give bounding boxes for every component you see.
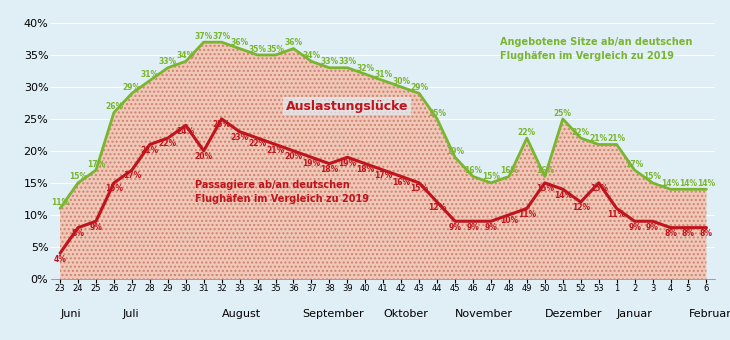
Text: 16%: 16% — [500, 166, 518, 175]
Text: 26%: 26% — [105, 102, 123, 111]
Text: 21%: 21% — [141, 146, 159, 155]
Text: 32%: 32% — [356, 64, 374, 73]
Text: 25%: 25% — [212, 120, 231, 129]
Text: 36%: 36% — [285, 38, 302, 47]
Text: 8%: 8% — [72, 229, 85, 238]
Text: Angebotene Sitze ab/an deutschen
Flughäfen im Vergleich zu 2019: Angebotene Sitze ab/an deutschen Flughäf… — [500, 37, 692, 61]
Text: 8%: 8% — [682, 229, 695, 238]
Text: 31%: 31% — [374, 70, 392, 79]
Text: 25%: 25% — [554, 108, 572, 118]
Text: 8%: 8% — [664, 229, 677, 238]
Text: 9%: 9% — [646, 223, 659, 232]
Text: 24%: 24% — [177, 127, 195, 136]
Text: 9%: 9% — [90, 223, 102, 232]
Text: 22%: 22% — [158, 139, 177, 149]
Text: Dezember: Dezember — [545, 309, 602, 319]
Text: 17%: 17% — [626, 160, 644, 169]
Text: 11%: 11% — [51, 198, 69, 207]
Text: 14%: 14% — [554, 191, 572, 200]
Text: 12%: 12% — [428, 203, 446, 212]
Text: 18%: 18% — [320, 165, 339, 174]
Text: 15%: 15% — [410, 184, 429, 193]
Text: 20%: 20% — [285, 152, 302, 161]
Text: 29%: 29% — [410, 83, 429, 92]
Text: 9%: 9% — [485, 223, 497, 232]
Text: Februar: Februar — [688, 309, 730, 319]
Text: 10%: 10% — [500, 216, 518, 225]
Text: 22%: 22% — [572, 128, 590, 137]
Text: 12%: 12% — [572, 203, 590, 212]
Text: 14%: 14% — [697, 179, 715, 188]
Text: 30%: 30% — [392, 76, 410, 86]
Text: 15%: 15% — [590, 184, 607, 193]
Text: 37%: 37% — [212, 32, 231, 41]
Text: 21%: 21% — [607, 134, 626, 143]
Text: 22%: 22% — [248, 139, 266, 149]
Text: 22%: 22% — [518, 128, 536, 137]
Text: September: September — [302, 309, 364, 319]
Text: 15%: 15% — [105, 184, 123, 193]
Text: 23%: 23% — [231, 133, 249, 142]
Text: 14%: 14% — [680, 179, 698, 188]
Text: 33%: 33% — [320, 57, 339, 66]
Text: 34%: 34% — [177, 51, 195, 60]
Text: 31%: 31% — [141, 70, 159, 79]
Text: 16%: 16% — [536, 166, 554, 175]
Text: Januar: Januar — [617, 309, 653, 319]
Text: Passagiere ab/an deutschen
Flughäfen im Vergleich zu 2019: Passagiere ab/an deutschen Flughäfen im … — [195, 181, 369, 204]
Text: 4%: 4% — [53, 255, 66, 264]
Text: August: August — [222, 309, 261, 319]
Text: Auslastungslücke: Auslastungslücke — [286, 100, 409, 113]
Text: 36%: 36% — [231, 38, 249, 47]
Text: 34%: 34% — [302, 51, 320, 60]
Text: 33%: 33% — [158, 57, 177, 66]
Text: 35%: 35% — [249, 45, 266, 54]
Text: 9%: 9% — [466, 223, 480, 232]
Text: Juni: Juni — [60, 309, 81, 319]
Text: 17%: 17% — [374, 171, 393, 181]
Text: 16%: 16% — [392, 178, 410, 187]
Text: Juli: Juli — [123, 309, 139, 319]
Text: 19%: 19% — [338, 159, 356, 168]
Text: 14%: 14% — [661, 179, 680, 188]
Text: 17%: 17% — [123, 171, 141, 181]
Text: 17%: 17% — [87, 160, 105, 169]
Text: 20%: 20% — [195, 152, 212, 161]
Text: 19%: 19% — [302, 159, 320, 168]
Text: 25%: 25% — [428, 108, 446, 118]
Text: 18%: 18% — [356, 165, 374, 174]
Text: Oktober: Oktober — [383, 309, 428, 319]
Text: 15%: 15% — [482, 172, 500, 182]
Text: 19%: 19% — [446, 147, 464, 156]
Text: 15%: 15% — [644, 172, 661, 182]
Text: 21%: 21% — [590, 134, 608, 143]
Text: 9%: 9% — [629, 223, 641, 232]
Text: 21%: 21% — [266, 146, 285, 155]
Text: 11%: 11% — [607, 210, 626, 219]
Text: 37%: 37% — [195, 32, 213, 41]
Text: 9%: 9% — [449, 223, 461, 232]
Text: 33%: 33% — [338, 57, 356, 66]
Text: 15%: 15% — [536, 184, 554, 193]
Text: 16%: 16% — [464, 166, 482, 175]
Text: 15%: 15% — [69, 172, 87, 182]
Text: 29%: 29% — [123, 83, 141, 92]
Text: 11%: 11% — [518, 210, 536, 219]
Text: November: November — [455, 309, 513, 319]
Text: 35%: 35% — [266, 45, 285, 54]
Text: 8%: 8% — [700, 229, 713, 238]
